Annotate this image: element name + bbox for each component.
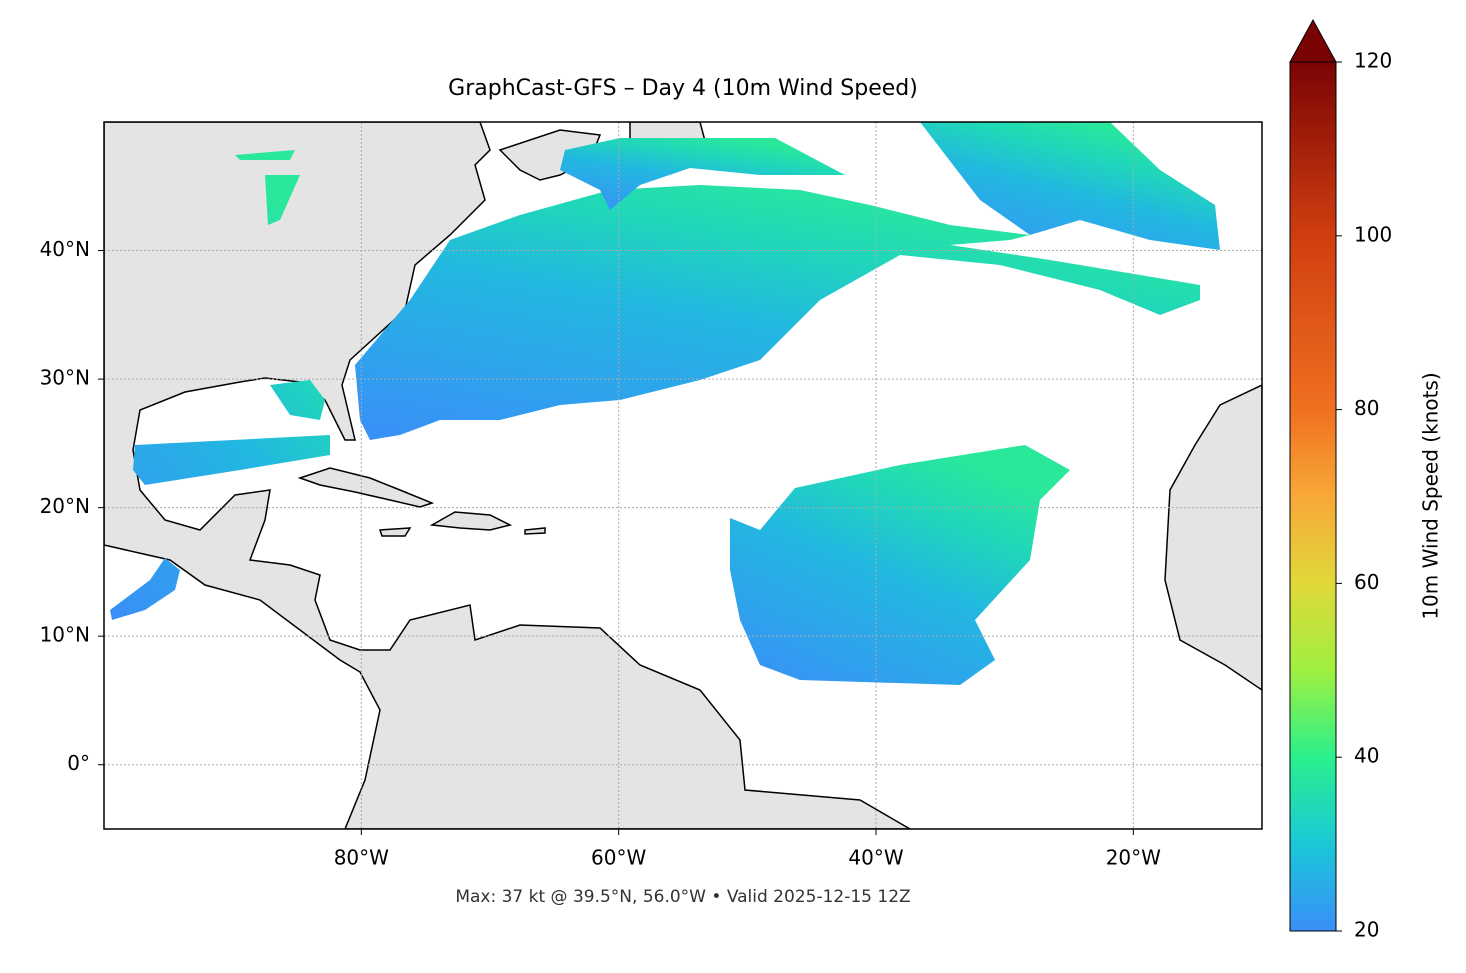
x-tick-label: 60°W [591,846,646,870]
colorbar-tick-label: 120 [1354,49,1392,73]
y-tick-label: 40°N [40,237,90,261]
x-tick-label: 80°W [334,846,389,870]
cuba [297,467,435,508]
annotation: Max: 37 kt @ 39.5°N, 56.0°W • Valid 2025… [455,887,910,907]
chart-title: GraphCast-GFS – Day 4 (10m Wind Speed) [448,76,918,101]
wind-field [920,122,1220,250]
colorbar-tick-label: 40 [1354,744,1379,768]
y-tick-label: 0° [67,751,90,775]
wind-field [110,150,330,620]
map-frame [103,121,1263,830]
colorbar-tick-label: 20 [1354,918,1379,942]
wind-field [730,445,1070,685]
colorbar-extend [1289,18,1337,63]
colorbar-tick-label: 60 [1354,570,1379,594]
hispaniola [378,511,546,537]
wind-field [355,185,1200,440]
africa [1164,384,1262,691]
map [104,122,1262,829]
y-tick-label: 20°N [40,494,90,518]
x-tick-label: 40°W [848,846,903,870]
y-tick-label: 10°N [40,623,90,647]
colorbar-label: 10m Wind Speed (knots) [1419,372,1443,619]
x-tick-label: 20°W [1106,846,1161,870]
y-tick-label: 30°N [40,366,90,390]
colorbar-tick-label: 100 [1354,222,1392,246]
wind-field [560,138,845,210]
colorbar-tick-label: 80 [1354,396,1379,420]
americas [104,122,912,829]
colorbar [1289,61,1337,932]
